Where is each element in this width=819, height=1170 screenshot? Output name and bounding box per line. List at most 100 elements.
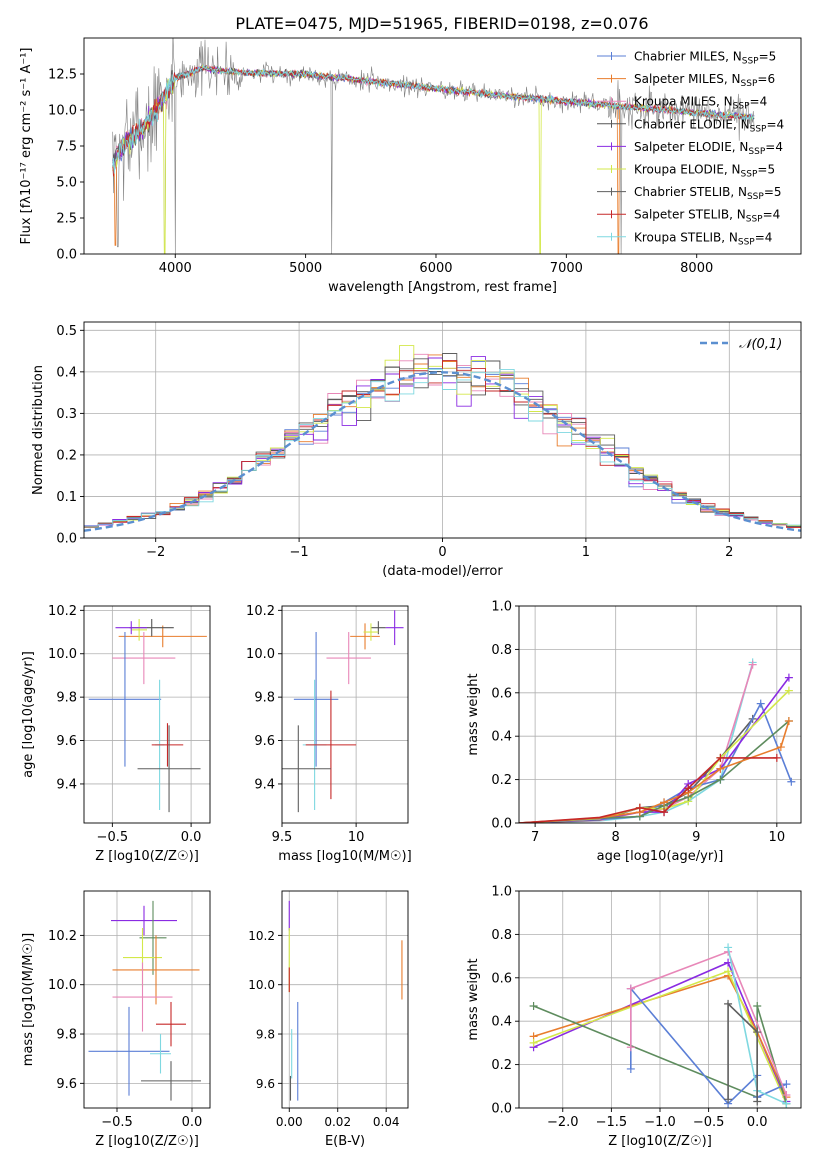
- x-tick-label: 0.04: [373, 1115, 400, 1129]
- axes-frame: [83, 890, 211, 1109]
- x-tick-label: 0.02: [324, 1115, 351, 1129]
- y-tick-label: 0.5: [56, 324, 77, 339]
- x-axis-label: wavelength [Angstrom, rest frame]: [328, 280, 557, 295]
- y-tick-label: 0.0: [56, 532, 77, 547]
- mass-weight-marker: [782, 1090, 791, 1099]
- age-vs-mass-panel: 9.5 10 9.4 9.6 9.8 10.0 10.2 mass [log10(M/M☉)]: [246, 604, 412, 864]
- axes-frame: [281, 890, 409, 1109]
- axes: −2.0 −1.5 −1.0 −0.5 0.0 0.0 0.2 0.4 0.6 0.8 1.0 Z […: [466, 885, 802, 1149]
- x-axis-label: mass [log10(M/M☉)]: [278, 849, 411, 864]
- x-tick-label: 5000: [289, 261, 322, 276]
- mass-weight-marker: [529, 1038, 538, 1047]
- errorbar-point: [350, 623, 380, 650]
- errorbar-point: [88, 1006, 170, 1096]
- axes-frame: [281, 605, 409, 824]
- y-tick-label: 9.6: [56, 1077, 77, 1092]
- y-tick-label: 0.0: [491, 817, 512, 832]
- mass-weight-curve: [519, 662, 754, 823]
- x-tick-label: 0.0: [182, 1115, 203, 1130]
- mass-weight-marker: [716, 775, 725, 784]
- mass-weight-line: [630, 950, 788, 1096]
- errorbar-point: [150, 1034, 171, 1074]
- mass-weight-marker: [753, 1028, 762, 1037]
- axes-frame: [518, 605, 802, 824]
- y-tick-label: 0.8: [491, 643, 512, 658]
- y-tick-label: 10.0: [246, 647, 275, 662]
- x-tick-label: −0.5: [97, 830, 129, 845]
- mass-weight-marker: [716, 764, 725, 773]
- mass-weight-curve: [519, 701, 793, 823]
- x-tick-label: −0.5: [101, 1115, 133, 1130]
- axes: 9.5 10 9.4 9.6 9.8 10.0 10.2 mass [log10(M/M☉)]: [246, 604, 412, 864]
- mass-weight-marker: [784, 717, 793, 726]
- legend-label: Salpeter ELODIE, NSSP=4: [634, 140, 783, 157]
- grid: [519, 605, 801, 824]
- y-tick-label: 10.0: [248, 978, 275, 992]
- y-tick-label: 0.8: [491, 928, 512, 943]
- y-tick-label: 12.5: [48, 68, 77, 83]
- mass-weight-marker: [772, 753, 781, 762]
- legend-label: Salpeter STELIB, NSSP=4: [634, 208, 780, 225]
- legend-label: Chabrier MILES, NSSP=5: [634, 50, 776, 67]
- y-tick-label: 9.6: [56, 734, 77, 749]
- legend: Chabrier MILES, NSSP=5 Salpeter MILES, NS…: [597, 50, 784, 247]
- y-tick-label: 0.6: [491, 686, 512, 701]
- x-tick-label: 9: [692, 830, 700, 845]
- plot-area: [88, 900, 201, 1101]
- x-tick-label: 7000: [550, 261, 583, 276]
- y-tick-label: 9.8: [56, 691, 77, 706]
- errorbar-point: [293, 632, 339, 767]
- plot-area: [519, 658, 796, 823]
- y-tick-label: 10.2: [248, 929, 275, 943]
- normal-reference-curve: [84, 371, 801, 532]
- mass-weight-marker: [748, 660, 757, 669]
- mass-weight-marker: [782, 1080, 791, 1089]
- grid: [282, 891, 408, 1108]
- y-tick-label: 7.5: [56, 140, 77, 155]
- errorbar-point: [141, 1061, 201, 1101]
- axes-frame: [83, 605, 211, 824]
- legend: 𝒩(0,1): [700, 337, 782, 352]
- y-tick-label: 0.2: [56, 448, 77, 463]
- y-tick-label: 2.5: [56, 212, 77, 227]
- axes: 7 8 9 10 0.0 0.2 0.4 0.6 0.8 1.0 age [log10(age/yr…: [466, 600, 802, 864]
- x-tick-label: 0: [438, 545, 446, 560]
- mass-weight-curve: [519, 720, 790, 823]
- y-tick-label: 9.8: [254, 691, 275, 706]
- errorbar-point: [385, 610, 404, 646]
- mass-weight-marker: [756, 699, 765, 708]
- mass-weight-curve: [519, 690, 790, 823]
- errorbar-point: [137, 725, 201, 813]
- mass-weight-marker: [787, 777, 796, 786]
- plot-area: [84, 345, 801, 532]
- residual-histogram-step: [84, 368, 801, 527]
- mass-weight-marker: [716, 753, 725, 762]
- mass-weight-marker: [724, 967, 733, 976]
- x-tick-label: −1.5: [596, 1115, 628, 1130]
- model-spectrum-line: [112, 64, 755, 174]
- mass-weight-marker: [684, 784, 693, 793]
- mass-vs-extinction-panel: 0.00 0.02 0.04 9.6 9.8 10.0 10.2 E(B-V): [248, 890, 409, 1149]
- grid: [281, 606, 408, 823]
- weight-vs-age-panel: 7 8 9 10 0.0 0.2 0.4 0.6 0.8 1.0 age [log10(age/yr…: [466, 600, 802, 864]
- mass-weight-marker: [660, 808, 669, 817]
- mass-weight-marker: [776, 743, 785, 752]
- errorbar-point: [326, 632, 371, 685]
- errorbar-point: [118, 625, 207, 648]
- axes: 0.00 0.02 0.04 9.6 9.8 10.0 10.2 E(B-V): [248, 890, 409, 1149]
- mass-weight-marker: [724, 1095, 733, 1104]
- x-tick-label: 0.00: [276, 1115, 303, 1129]
- mass-weight-marker: [626, 984, 635, 993]
- mass-weight-marker: [724, 943, 733, 952]
- residual-histogram-step: [84, 360, 801, 528]
- y-tick-label: 0.0: [56, 248, 77, 263]
- legend-label: Chabrier ELODIE, NSSP=4: [634, 117, 784, 134]
- x-axis-label: E(B-V): [325, 1134, 365, 1149]
- x-tick-label: −1: [290, 545, 309, 560]
- y-tick-label: 1.0: [491, 600, 512, 615]
- x-tick-label: 2: [725, 545, 733, 560]
- x-tick-label: 6000: [419, 261, 452, 276]
- x-axis-label: age [log10(age/yr)]: [597, 849, 724, 864]
- x-tick-label: −2: [146, 545, 165, 560]
- legend-label: Kroupa ELODIE, NSSP=5: [634, 163, 775, 180]
